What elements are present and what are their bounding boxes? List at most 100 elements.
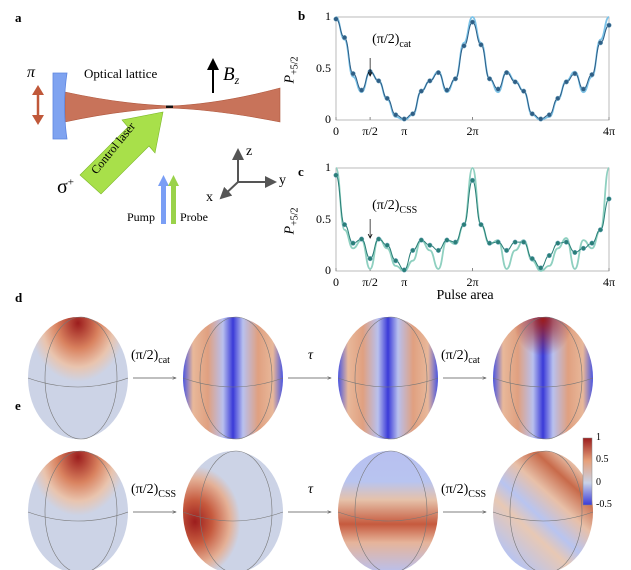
data-point <box>478 222 484 228</box>
data-point <box>469 177 476 183</box>
panel-label-e: e <box>15 398 21 413</box>
y-tick-label: 0.5 <box>316 211 331 226</box>
colorbar-tick: -0.5 <box>596 499 612 510</box>
sigma-text: σ <box>57 176 68 198</box>
data-point <box>452 239 458 245</box>
data-point <box>606 22 612 28</box>
data-point <box>469 19 476 25</box>
data-point <box>427 78 433 84</box>
transform-text: τ <box>308 482 314 497</box>
panel-label-d: d <box>15 290 23 305</box>
y-tick-label: 0 <box>325 263 331 277</box>
annotation-arrowhead-icon <box>367 71 373 77</box>
y-tick-label: 0 <box>325 112 331 126</box>
coordinate-axes-icon <box>219 148 277 200</box>
magnetic-field-label: Bz <box>223 64 239 88</box>
annotation-text: (π/2) <box>372 198 400 213</box>
annotation-sub: CSS <box>399 205 418 216</box>
pump-arrow <box>158 175 169 224</box>
x-tick-label: π <box>401 124 408 138</box>
pi-polarization-arrow-icon <box>32 85 44 125</box>
panel-label-a: a <box>15 10 22 25</box>
colorbar <box>582 437 593 506</box>
data-point <box>376 78 382 84</box>
sphere-meridian <box>354 316 428 440</box>
data-point <box>606 196 612 202</box>
x-tick-label: π <box>401 275 408 289</box>
sigma-sup: + <box>67 176 74 189</box>
transform-label: (π/2)CSS <box>441 482 486 500</box>
sphere-meridian <box>199 450 273 570</box>
annotation-sub: cat <box>399 39 412 50</box>
data-point <box>572 71 578 77</box>
sphere-meridian <box>44 316 118 440</box>
data-point <box>546 112 552 118</box>
pulse-area-charts <box>333 16 612 273</box>
transform-sub: cat <box>468 355 480 366</box>
transform-text: (π/2) <box>441 348 469 363</box>
wigner-sphere <box>183 451 283 570</box>
data-point <box>401 267 407 273</box>
mirror <box>52 72 68 140</box>
x-tick-label: 2π <box>466 124 479 138</box>
x-tick-label: π/2 <box>362 124 378 138</box>
pump-label: Pump <box>127 210 156 224</box>
data-point <box>495 86 501 92</box>
probe-label: Probe <box>180 210 208 224</box>
data-point <box>521 239 527 245</box>
data-point <box>359 87 365 93</box>
atom-cloud <box>166 105 173 108</box>
data-point <box>435 70 441 76</box>
sphere-equator <box>182 511 284 522</box>
data-point <box>410 111 416 117</box>
pi-label: π <box>27 64 36 81</box>
data-point <box>393 112 399 118</box>
sphere-equator <box>337 511 439 522</box>
probe-arrow <box>168 175 179 224</box>
wigner-sphere <box>183 317 283 439</box>
data-point <box>333 172 339 178</box>
sphere-equator <box>492 511 594 522</box>
axis-z-label: z <box>246 144 253 159</box>
x-tick-label: 4π <box>602 275 616 289</box>
sphere-equator <box>337 377 439 388</box>
data-point <box>580 245 586 251</box>
data-point <box>487 76 493 82</box>
wigner-sphere <box>28 317 128 439</box>
axis-x-label: x <box>206 190 213 205</box>
x-axis-label: Pulse area <box>436 288 494 303</box>
transform-sub: CSS <box>158 489 177 500</box>
data-point <box>444 237 450 243</box>
annotation-text: (π/2) <box>372 32 400 47</box>
data-point <box>435 247 441 253</box>
data-point <box>563 239 569 245</box>
colorbar-tick: 0 <box>596 477 601 488</box>
data-point <box>444 87 450 93</box>
x-tick-label: 2π <box>466 275 479 289</box>
wigner-sphere <box>28 451 128 570</box>
sphere-equator <box>182 377 284 388</box>
wigner-sphere <box>338 317 438 439</box>
data-point <box>512 239 518 245</box>
data-point <box>538 116 544 122</box>
data-point <box>529 111 535 117</box>
transform-text: (π/2) <box>441 482 469 497</box>
data-point <box>384 95 390 101</box>
y-tick-label: 1 <box>325 9 331 23</box>
data-point <box>367 256 373 262</box>
data-point <box>461 222 467 228</box>
optical-lattice-beam <box>64 87 281 123</box>
data-point <box>495 239 501 245</box>
data-point <box>555 240 561 246</box>
data-point <box>478 42 484 48</box>
x-tick-label: 0 <box>333 124 339 138</box>
data-point <box>418 88 424 94</box>
data-point <box>589 240 595 246</box>
data-point <box>504 247 510 253</box>
data-point <box>555 95 561 101</box>
sphere-meridian <box>354 450 428 570</box>
transform-label: τ <box>308 482 313 500</box>
data-point <box>572 249 578 256</box>
data-point <box>452 76 458 82</box>
